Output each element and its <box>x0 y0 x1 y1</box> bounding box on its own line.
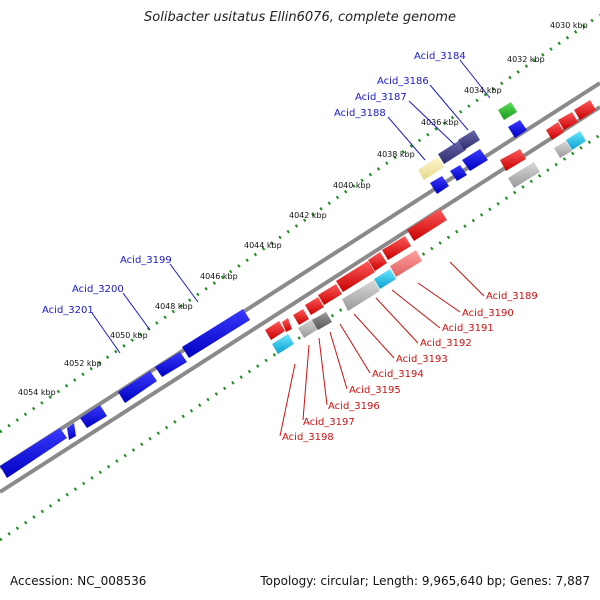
gene-label[interactable]: Acid_3193 <box>396 354 448 365</box>
leader-line <box>169 263 199 303</box>
kbp-label: 4030 kbp <box>550 21 588 30</box>
kbp-label: 4036 kbp <box>421 118 459 127</box>
kbp-label: 4044 kbp <box>244 241 282 250</box>
leader-line <box>318 337 328 406</box>
gene-reverse-inner[interactable] <box>272 334 294 354</box>
kbp-label: 4052 kbp <box>64 359 102 368</box>
gene-reverse[interactable] <box>558 112 578 130</box>
kbp-label: 4046 kbp <box>200 272 238 281</box>
kbp-label: 4042 kbp <box>289 211 327 220</box>
gene-label[interactable]: Acid_3198 <box>282 432 334 443</box>
leader-line <box>449 261 485 297</box>
gene-forward-outer[interactable] <box>498 102 517 120</box>
gene-forward[interactable] <box>0 428 67 478</box>
kbp-label: 4034 kbp <box>464 86 502 95</box>
gene-reverse-inner[interactable] <box>374 269 396 289</box>
leader-line <box>339 323 371 374</box>
gene-label[interactable]: Acid_3190 <box>462 308 514 319</box>
reverse-genes <box>265 100 596 354</box>
map-title: Solibacter usitatus Ellin6076, complete … <box>144 10 456 25</box>
accession-text: Accession: NC_008536 <box>10 574 147 588</box>
gene-reverse[interactable] <box>574 100 596 120</box>
gene-reverse-inner[interactable] <box>312 312 332 330</box>
gene-label[interactable]: Acid_3195 <box>349 385 401 396</box>
leader-line <box>122 292 151 331</box>
topology-text: Topology: circular; Length: 9,965,640 bp… <box>260 574 590 588</box>
gene-forward[interactable] <box>430 176 449 194</box>
gene-reverse[interactable] <box>305 297 324 315</box>
gene-label[interactable]: Acid_3199 <box>120 255 172 266</box>
gene-forward[interactable] <box>118 371 157 403</box>
gene-reverse-inner[interactable] <box>342 280 380 311</box>
gene-label[interactable]: Acid_3200 <box>72 284 124 295</box>
kbp-label: 4048 kbp <box>155 302 193 311</box>
tick-rail-outer <box>0 13 600 434</box>
gene-forward[interactable] <box>508 120 527 138</box>
gene-reverse[interactable] <box>382 236 411 260</box>
leader-line <box>302 344 310 421</box>
gene-forward-outer[interactable] <box>458 130 480 150</box>
backbone-outer <box>0 81 600 470</box>
gene-forward[interactable] <box>67 423 76 440</box>
gene-label[interactable]: Acid_3194 <box>372 369 424 380</box>
gene-forward[interactable] <box>80 405 107 428</box>
gene-forward[interactable] <box>182 309 250 358</box>
backbone-inner <box>0 105 600 494</box>
gene-reverse-inner[interactable] <box>508 162 540 188</box>
gene-reverse-inner[interactable] <box>390 250 422 277</box>
gene-label[interactable]: Acid_3188 <box>334 108 386 119</box>
gene-label[interactable]: Acid_3189 <box>486 291 538 302</box>
gene-forward[interactable] <box>155 352 187 377</box>
leader-line <box>279 363 296 437</box>
gene-label[interactable]: Acid_3187 <box>355 92 407 103</box>
gene-reverse[interactable] <box>407 209 447 241</box>
leader-line <box>417 282 461 313</box>
gene-reverse[interactable] <box>368 252 387 271</box>
forward-genes <box>0 102 527 478</box>
gene-label[interactable]: Acid_3186 <box>377 76 429 87</box>
gene-label[interactable]: Acid_3196 <box>328 401 380 412</box>
leader-line <box>91 312 121 354</box>
gene-label[interactable]: Acid_3184 <box>414 51 466 62</box>
tick-rail-inner <box>0 133 600 542</box>
leader-line <box>375 297 419 344</box>
gene-reverse-inner[interactable] <box>554 141 572 158</box>
gene-label[interactable]: Acid_3197 <box>303 417 355 428</box>
gene-reverse[interactable] <box>318 284 342 305</box>
bottom-labels: Acid_3189 Acid_3190 Acid_3191 Acid_3192 … <box>279 261 538 443</box>
gene-reverse[interactable] <box>265 321 285 340</box>
kbp-label: 4032 kbp <box>507 55 545 64</box>
gene-reverse[interactable] <box>293 309 309 325</box>
gene-reverse[interactable] <box>500 149 526 171</box>
gene-reverse[interactable] <box>546 122 564 140</box>
gene-forward-outer[interactable] <box>438 140 466 164</box>
gene-reverse-inner[interactable] <box>566 131 586 150</box>
gene-forward[interactable] <box>462 149 488 171</box>
leader-line <box>408 100 456 146</box>
gene-forward[interactable] <box>450 165 467 181</box>
kbp-label: 4038 kbp <box>377 150 415 159</box>
leader-line <box>459 59 491 99</box>
leader-line <box>391 289 441 329</box>
gene-reverse[interactable] <box>282 318 292 332</box>
gene-reverse[interactable] <box>336 261 375 292</box>
gene-label[interactable]: Acid_3201 <box>42 305 94 316</box>
gene-forward-outer[interactable] <box>418 157 444 180</box>
leader-line <box>429 84 469 131</box>
kbp-label: 4040 kbp <box>333 181 371 190</box>
top-labels: Acid_3184 Acid_3186 Acid_3187 Acid_3188 … <box>42 51 491 354</box>
leader-line <box>329 331 348 390</box>
kbp-label: 4054 kbp <box>18 388 56 397</box>
leader-line <box>353 313 395 359</box>
leader-line <box>387 116 426 161</box>
gene-label[interactable]: Acid_3191 <box>442 323 494 334</box>
gene-label[interactable]: Acid_3192 <box>420 338 472 349</box>
kbp-label: 4050 kbp <box>110 331 148 340</box>
